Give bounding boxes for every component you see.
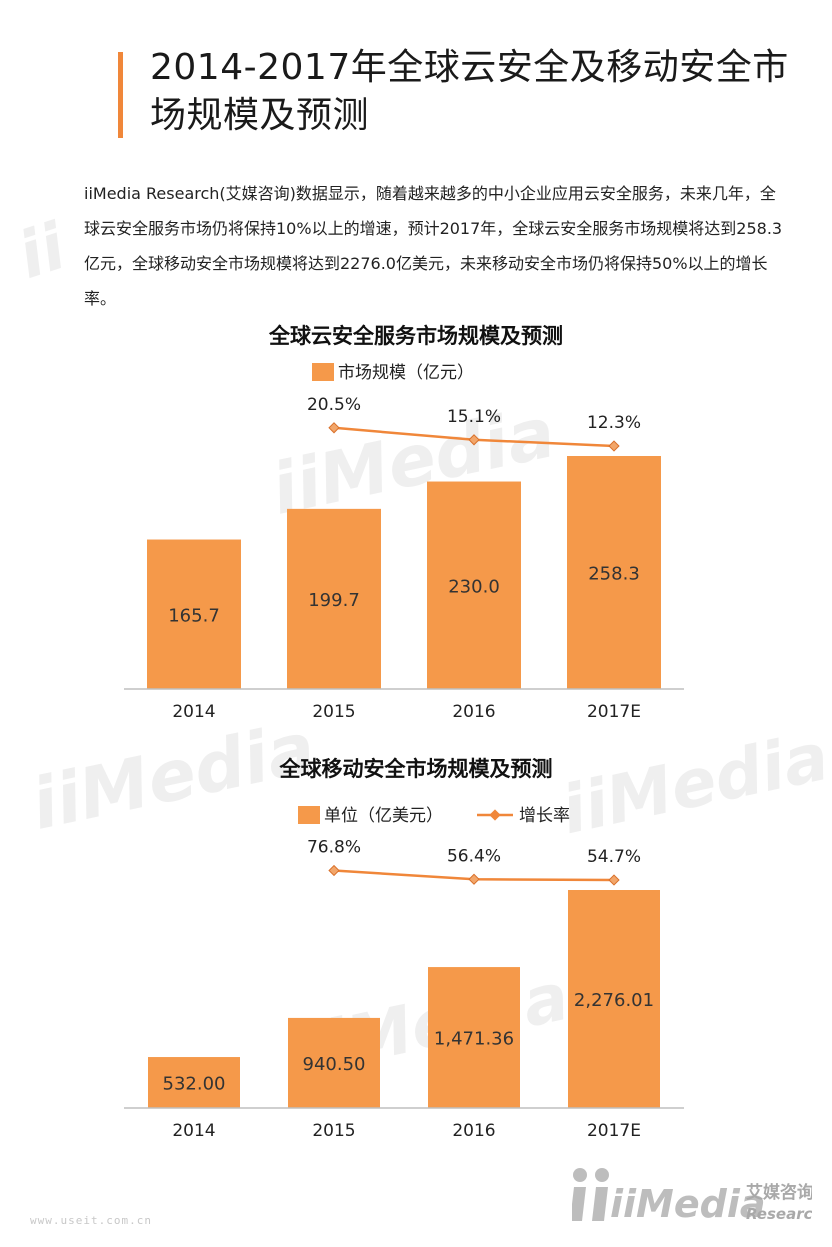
chart2-bar-label: 2,276.01 xyxy=(574,990,654,1011)
chart1-x-tick-label: 2015 xyxy=(312,702,355,722)
chart1-bar-label: 199.7 xyxy=(308,590,360,611)
chart1-bar xyxy=(427,481,521,689)
chart2-growth-point xyxy=(468,873,480,885)
chart2-bar-label: 532.00 xyxy=(163,1074,226,1095)
chart2-bar xyxy=(568,890,660,1108)
chart1-x-tick-label: 2016 xyxy=(452,702,495,722)
chart2-growth-label: 56.4% xyxy=(447,846,501,866)
chart2-x-tick-label: 2016 xyxy=(452,1121,495,1141)
chart1-bar xyxy=(567,456,661,689)
chart1-legend-label: 市场规模（亿元） xyxy=(338,363,474,383)
chart1-bar xyxy=(147,539,241,689)
svg-text:iiMedia: iiMedia xyxy=(610,1182,766,1225)
chart1-growth-point xyxy=(328,422,340,434)
chart1-bar-label: 230.0 xyxy=(448,576,500,597)
chart2-legend-line-marker xyxy=(489,809,501,821)
svg-text:艾媒咨询: 艾媒咨询 xyxy=(746,1182,812,1203)
watermark-logo: ii xyxy=(9,210,75,294)
chart1-growth-point xyxy=(608,440,620,452)
title-accent-bar xyxy=(118,52,123,138)
chart2-growth-point xyxy=(608,874,620,886)
chart2-bar xyxy=(428,967,520,1108)
chart2-growth-label: 76.8% xyxy=(307,837,361,857)
page-title: 2014-2017年全球云安全及移动安全市场规模及预测 xyxy=(150,47,789,136)
chart2-growth-label: 54.7% xyxy=(587,847,641,867)
chart2-growth-point xyxy=(328,864,340,877)
chart1-bar-label: 165.7 xyxy=(168,605,220,626)
chart1-bar-label: 258.3 xyxy=(588,564,640,585)
chart2-x-tick-label: 2017E xyxy=(587,1121,641,1141)
chart2-bar xyxy=(288,1017,380,1108)
chart2-legend-bar-swatch xyxy=(298,806,320,824)
chart2-title: 全球移动安全市场规模及预测 xyxy=(279,757,553,781)
intro-paragraph: iiMedia Research(艾媒咨询)数据显示，随着越来越多的中小企业应用… xyxy=(84,184,783,308)
chart2-bar xyxy=(148,1057,240,1108)
chart1-legend-bar-swatch xyxy=(312,363,334,381)
chart1-bar xyxy=(287,508,381,689)
chart1-growth-label: 15.1% xyxy=(447,407,501,427)
chart2-legend-label: 单位（亿美元） xyxy=(324,806,443,826)
chart1-title: 全球云安全服务市场规模及预测 xyxy=(269,324,563,348)
chart2-bar-label: 940.50 xyxy=(303,1054,366,1075)
chart1-x-tick-label: 2014 xyxy=(172,702,215,722)
chart2-x-tick-label: 2015 xyxy=(312,1121,355,1141)
chart2-bar-label: 1,471.36 xyxy=(434,1029,514,1050)
chart1-growth-label: 12.3% xyxy=(587,413,641,433)
site-url: www.useit.com.cn xyxy=(30,1214,152,1227)
chart1-x-tick-label: 2017E xyxy=(587,702,641,722)
chart1-growth-point xyxy=(468,434,480,446)
iimedia-logo: iiMedia 艾媒咨询 Research xyxy=(572,1168,812,1225)
chart1-svg: 市场规模（亿元） 165.7 2014 199.7 2015 230.0 2016 258.3… xyxy=(124,363,684,722)
svg-text:Research: Research xyxy=(746,1205,812,1223)
chart2-x-tick-label: 2014 xyxy=(172,1121,215,1141)
chart2-legend-label: 增长率 xyxy=(519,806,570,826)
chart1-growth-label: 20.5% xyxy=(307,395,361,415)
chart2-svg: 单位（亿美元） 增长率 532.00 2014 940.50 2015 1,471.36 20… xyxy=(124,806,684,1141)
